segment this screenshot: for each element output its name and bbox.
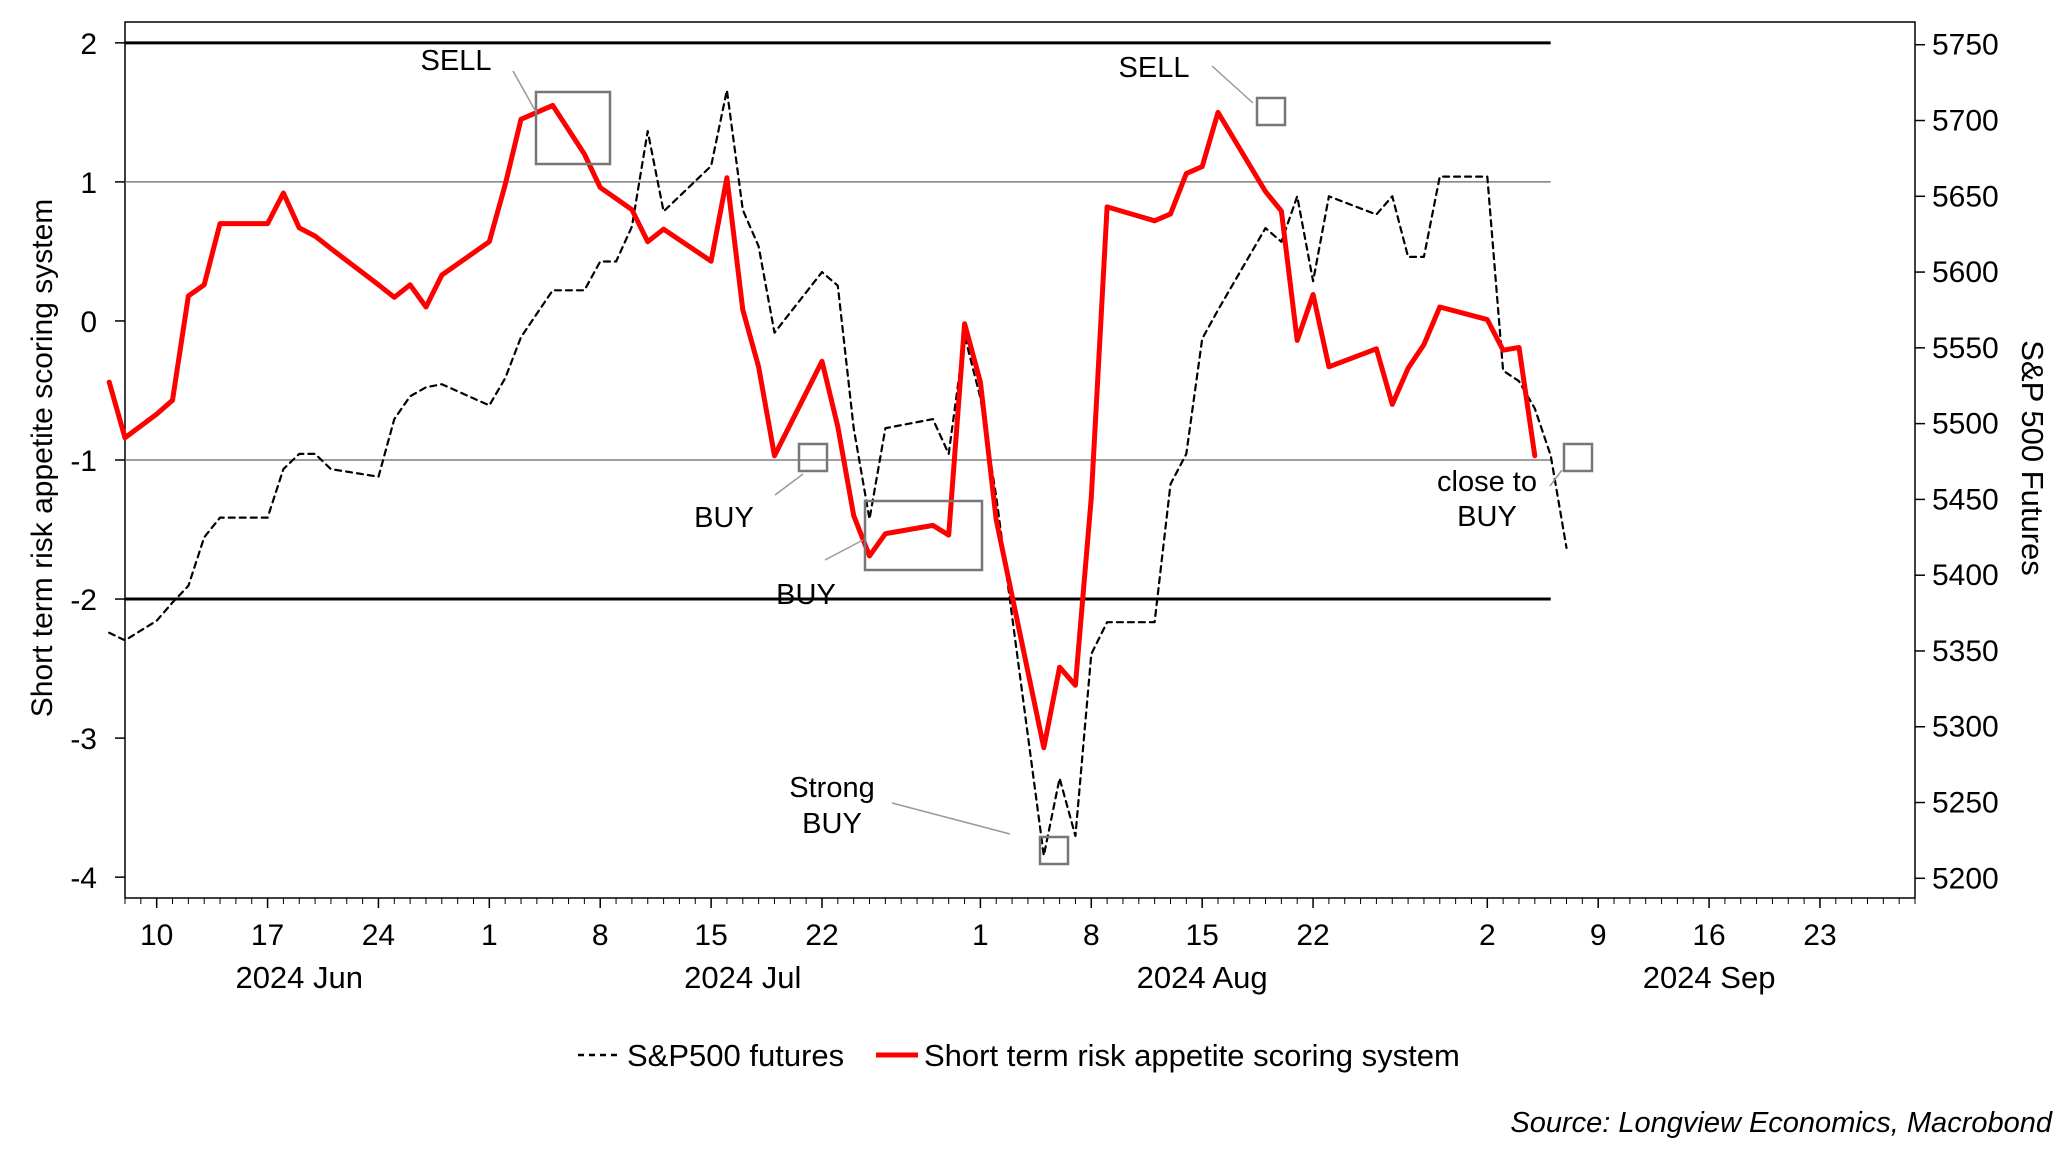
- x-tick-label: 8: [592, 919, 609, 952]
- legend-label-sp500: S&P500 futures: [627, 1038, 844, 1073]
- right-tick-label: 5600: [1932, 256, 1999, 289]
- x-month-label: 2024 Jul: [684, 960, 801, 995]
- annotation-box: [1562, 442, 1594, 473]
- annotation-box: [797, 442, 829, 473]
- left-tick-label: -2: [70, 584, 97, 617]
- right-tick-label: 5400: [1932, 559, 1999, 592]
- y-axis-label-left: Short term risk appetite scoring system: [26, 199, 59, 718]
- reference-lines: [125, 41, 1551, 601]
- left-tick-label: -1: [70, 445, 97, 478]
- x-tick-label: 10: [140, 919, 173, 952]
- series-line-risk-score: [106, 102, 1538, 751]
- x-tick-label: 24: [362, 919, 395, 952]
- y-axis-label-right: S&P 500 Futures: [2015, 340, 2050, 576]
- annotation-label: BUY: [802, 808, 862, 840]
- x-tick-label: 15: [694, 919, 727, 952]
- x-tick-label: 22: [805, 919, 838, 952]
- series-layer: [106, 89, 1568, 857]
- annotation-label: BUY: [694, 502, 754, 534]
- annotation-label: SELL: [421, 45, 492, 77]
- x-tick-label: 2: [1479, 919, 1496, 952]
- right-tick-label: 5500: [1932, 408, 1999, 441]
- annotation-label: close to: [1437, 466, 1537, 498]
- annotation-label: SELL: [1119, 52, 1190, 84]
- right-axis: 5750 5700 5650 5600 5550 5500 5450 5400 5350 5300…: [1915, 29, 1999, 895]
- x-tick-label: 23: [1803, 919, 1836, 952]
- x-month-label: 2024 Aug: [1137, 960, 1268, 995]
- annotation-label: Strong: [789, 772, 874, 804]
- right-tick-label: 5700: [1932, 105, 1999, 138]
- annotation-box: [534, 90, 612, 166]
- x-tick-label: 9: [1590, 919, 1607, 952]
- legend-label-risk-score: Short term risk appetite scoring system: [924, 1038, 1460, 1073]
- x-month-label: 2024 Sep: [1643, 960, 1776, 995]
- annotation-leader: [512, 70, 537, 113]
- left-tick-label: 0: [80, 306, 97, 339]
- annotation-leader: [1549, 469, 1563, 487]
- right-tick-label: 5350: [1932, 635, 1999, 668]
- x-tick-label: 17: [251, 919, 284, 952]
- source-note: Source: Longview Economics, Macrobond: [1510, 1107, 2052, 1139]
- right-tick-label: 5550: [1932, 332, 1999, 365]
- annotation-leader: [774, 473, 804, 496]
- annotation-box: [1255, 96, 1287, 127]
- series-line-sp500-futures: [108, 89, 1568, 857]
- left-tick-label: -3: [70, 723, 97, 756]
- x-month-label: 2024 Jun: [235, 960, 363, 995]
- annotation-leader: [824, 539, 864, 561]
- legend: S&P500 futures Short term risk appetite …: [578, 1038, 1460, 1073]
- x-tick-label: 16: [1692, 919, 1725, 952]
- left-tick-label: 1: [80, 167, 97, 200]
- x-tick-label: 22: [1296, 919, 1329, 952]
- left-axis: 2 1 0 -1 -2 -3 -4: [70, 28, 125, 895]
- x-tick-label: 1: [972, 919, 989, 952]
- right-tick-label: 5750: [1932, 29, 1999, 62]
- right-tick-label: 5250: [1932, 787, 1999, 820]
- annotation-leader: [1211, 65, 1254, 104]
- annotation-box: [1038, 835, 1070, 866]
- right-tick-label: 5450: [1932, 483, 1999, 516]
- right-tick-label: 5200: [1932, 862, 1999, 895]
- x-tick-label: 1: [481, 919, 498, 952]
- annotation-box: [863, 499, 984, 572]
- x-tick-label: 15: [1185, 919, 1218, 952]
- right-tick-label: 5300: [1932, 711, 1999, 744]
- left-tick-label: 2: [80, 28, 97, 61]
- annotation-label: BUY: [1457, 501, 1517, 533]
- annotation-leader: [891, 802, 1011, 835]
- right-tick-label: 5650: [1932, 180, 1999, 213]
- x-tick-label: 8: [1083, 919, 1100, 952]
- annotation-label: BUY: [776, 579, 836, 611]
- left-tick-label: -4: [70, 862, 97, 895]
